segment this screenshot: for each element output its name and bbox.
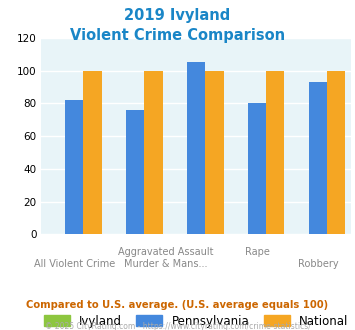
Bar: [266, 71, 284, 234]
Bar: [65, 100, 83, 234]
Text: 2019 Ivyland: 2019 Ivyland: [124, 8, 231, 23]
Bar: [205, 71, 224, 234]
Bar: [144, 71, 163, 234]
Bar: [83, 71, 102, 234]
Bar: [187, 62, 205, 234]
Text: © 2025 CityRating.com - https://www.cityrating.com/crime-statistics/: © 2025 CityRating.com - https://www.city…: [45, 322, 310, 330]
Bar: [327, 71, 345, 234]
Bar: [309, 82, 327, 234]
Text: All Violent Crime: All Violent Crime: [34, 259, 115, 269]
Text: Robbery: Robbery: [297, 259, 338, 269]
Text: Murder & Mans...: Murder & Mans...: [124, 259, 207, 269]
Text: Aggravated Assault: Aggravated Assault: [118, 248, 213, 257]
Text: Rape: Rape: [245, 248, 269, 257]
Bar: [126, 110, 144, 234]
Legend: Ivyland, Pennsylvania, National: Ivyland, Pennsylvania, National: [44, 315, 349, 328]
Bar: [248, 103, 266, 234]
Text: Violent Crime Comparison: Violent Crime Comparison: [70, 28, 285, 43]
Text: Compared to U.S. average. (U.S. average equals 100): Compared to U.S. average. (U.S. average …: [26, 300, 329, 310]
